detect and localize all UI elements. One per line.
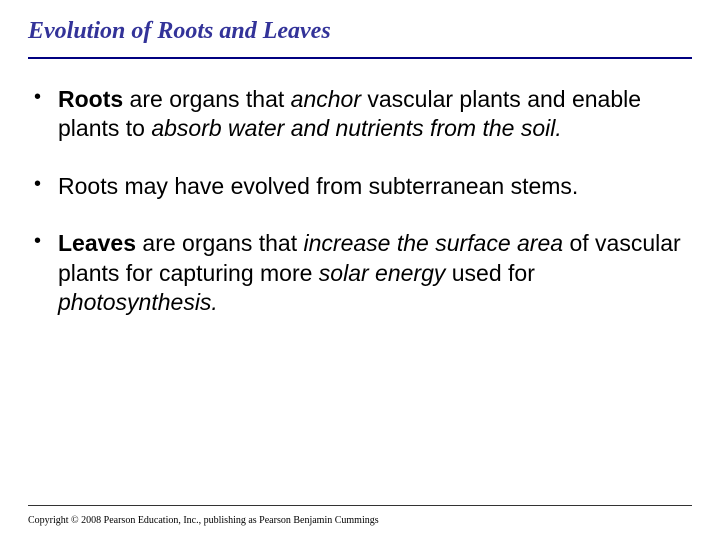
text-segment: anchor bbox=[291, 86, 361, 112]
text-segment: photosynthesis. bbox=[58, 289, 218, 315]
bullet-item: Roots may have evolved from subterranean… bbox=[34, 172, 692, 201]
text-segment: Roots bbox=[58, 86, 123, 112]
bullet-item: Leaves are organs that increase the surf… bbox=[34, 229, 692, 317]
copyright-text: Copyright © 2008 Pearson Education, Inc.… bbox=[28, 515, 379, 526]
text-segment: Leaves bbox=[58, 230, 136, 256]
text-segment: Roots may have evolved from subterranean… bbox=[58, 173, 578, 199]
text-segment: are organs that bbox=[136, 230, 304, 256]
text-segment: solar energy bbox=[319, 260, 446, 286]
bullet-list: Roots are organs that anchor vascular pl… bbox=[28, 85, 692, 318]
bullet-item: Roots are organs that anchor vascular pl… bbox=[34, 85, 692, 144]
text-segment: increase the surface area bbox=[304, 230, 564, 256]
text-segment: absorb water and nutrients from the soil… bbox=[151, 115, 561, 141]
title-rule bbox=[28, 57, 692, 59]
text-segment: used for bbox=[445, 260, 535, 286]
slide-title: Evolution of Roots and Leaves bbox=[28, 18, 692, 45]
footer-rule bbox=[28, 505, 692, 506]
slide: Evolution of Roots and Leaves Roots are … bbox=[0, 0, 720, 540]
text-segment: are organs that bbox=[123, 86, 291, 112]
